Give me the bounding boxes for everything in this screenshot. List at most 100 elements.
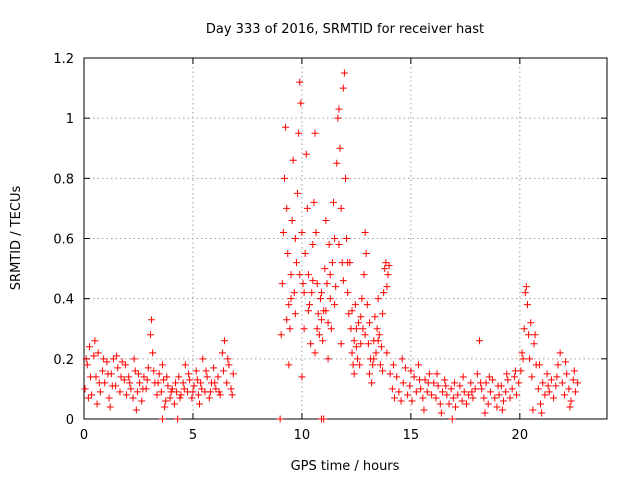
data-point bbox=[81, 385, 89, 393]
data-point bbox=[327, 325, 335, 333]
data-point bbox=[211, 379, 219, 387]
data-point bbox=[388, 385, 396, 393]
data-point bbox=[389, 361, 397, 369]
data-point bbox=[473, 370, 481, 378]
data-point bbox=[180, 385, 188, 393]
data-point bbox=[383, 283, 391, 291]
data-point bbox=[450, 379, 458, 387]
data-point bbox=[344, 289, 352, 297]
data-point bbox=[518, 349, 526, 357]
data-point bbox=[319, 337, 327, 345]
data-point bbox=[538, 409, 546, 417]
data-point bbox=[134, 370, 142, 378]
data-point bbox=[348, 307, 356, 315]
data-point bbox=[157, 388, 165, 396]
data-point bbox=[160, 376, 168, 384]
data-point bbox=[311, 349, 319, 357]
data-point bbox=[309, 241, 317, 249]
data-point bbox=[313, 325, 321, 333]
data-point bbox=[336, 144, 344, 152]
data-point bbox=[100, 355, 108, 363]
data-point bbox=[205, 394, 213, 402]
data-point bbox=[491, 394, 499, 402]
data-point bbox=[85, 343, 93, 351]
data-point bbox=[399, 379, 407, 387]
data-point bbox=[153, 391, 161, 399]
data-point bbox=[384, 271, 392, 279]
data-point bbox=[357, 313, 365, 321]
data-point bbox=[525, 331, 533, 339]
data-point bbox=[528, 373, 536, 381]
data-point bbox=[375, 331, 383, 339]
data-point bbox=[146, 331, 154, 339]
data-point bbox=[143, 376, 151, 384]
data-point bbox=[526, 355, 534, 363]
data-point bbox=[322, 216, 330, 224]
data-point bbox=[190, 382, 198, 390]
data-point bbox=[349, 361, 357, 369]
data-point bbox=[103, 358, 111, 366]
data-point bbox=[331, 235, 339, 242]
data-point bbox=[94, 349, 102, 357]
data-point bbox=[199, 355, 207, 363]
data-point bbox=[321, 265, 329, 273]
data-point bbox=[352, 325, 360, 333]
data-point bbox=[386, 370, 394, 378]
x-tick-label: 0 bbox=[80, 428, 88, 443]
data-point bbox=[193, 376, 201, 384]
chart-title: Day 333 of 2016, SRMTID for receiver has… bbox=[206, 22, 484, 37]
data-point bbox=[489, 376, 497, 384]
data-point bbox=[486, 388, 494, 396]
data-point bbox=[212, 385, 220, 393]
data-point bbox=[163, 373, 171, 381]
data-point bbox=[95, 379, 103, 387]
data-point bbox=[567, 397, 575, 405]
data-point bbox=[438, 388, 446, 396]
data-point bbox=[307, 340, 315, 348]
data-point bbox=[300, 325, 308, 333]
data-point bbox=[398, 355, 406, 363]
data-point bbox=[416, 376, 424, 384]
data-point bbox=[350, 370, 358, 378]
data-point bbox=[108, 382, 116, 390]
data-point bbox=[352, 343, 360, 351]
data-point bbox=[530, 340, 538, 348]
data-point bbox=[449, 394, 457, 402]
data-point bbox=[279, 228, 287, 236]
data-point bbox=[379, 310, 387, 318]
data-point bbox=[544, 382, 552, 390]
data-point bbox=[358, 295, 366, 303]
data-point bbox=[306, 301, 314, 309]
data-points bbox=[81, 69, 582, 423]
data-point bbox=[368, 379, 376, 387]
data-point bbox=[503, 370, 511, 378]
data-point bbox=[194, 391, 202, 399]
data-point bbox=[188, 394, 196, 402]
data-point bbox=[335, 105, 343, 113]
data-point bbox=[377, 343, 385, 351]
data-point bbox=[527, 319, 535, 327]
data-point bbox=[447, 385, 455, 393]
x-tick-label: 15 bbox=[403, 428, 420, 443]
data-point bbox=[311, 129, 319, 137]
data-point bbox=[210, 364, 218, 372]
data-point bbox=[229, 370, 237, 378]
data-point bbox=[283, 204, 291, 212]
data-point bbox=[278, 280, 286, 288]
data-point bbox=[556, 349, 564, 357]
data-point bbox=[415, 361, 423, 369]
data-point bbox=[570, 367, 578, 375]
data-point bbox=[299, 280, 307, 288]
data-point bbox=[562, 358, 570, 366]
data-point bbox=[521, 289, 529, 297]
data-point bbox=[340, 69, 348, 77]
data-point bbox=[316, 295, 324, 303]
data-point bbox=[215, 388, 223, 396]
data-point bbox=[300, 289, 308, 297]
data-point bbox=[174, 415, 182, 423]
data-point bbox=[539, 379, 547, 387]
data-point bbox=[294, 189, 302, 197]
data-point bbox=[328, 259, 336, 267]
data-point bbox=[448, 415, 456, 423]
data-point bbox=[105, 394, 113, 402]
